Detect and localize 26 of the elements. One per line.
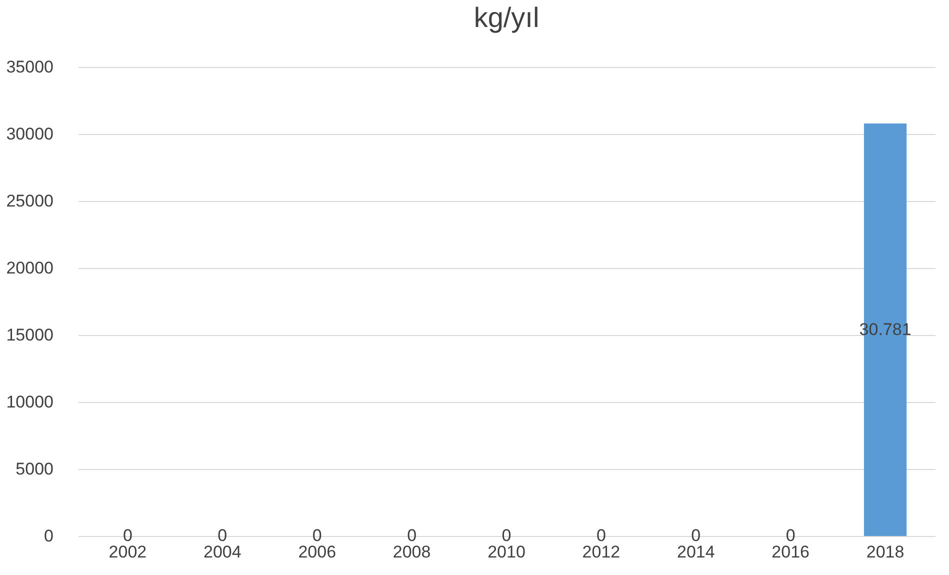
y-tick-label: 5000 bbox=[16, 460, 54, 478]
x-tick-label: 2012 bbox=[582, 542, 620, 562]
x-tick-label: 2006 bbox=[298, 542, 336, 562]
x-tick-label: 2016 bbox=[772, 542, 810, 562]
data-label: 0 bbox=[312, 526, 322, 545]
data-label: 0 bbox=[502, 526, 512, 545]
x-tick-label: 2014 bbox=[676, 542, 715, 562]
x-tick-label: 2010 bbox=[488, 542, 526, 562]
data-label: 0 bbox=[691, 526, 701, 545]
y-tick-label: 10000 bbox=[6, 392, 54, 412]
chart-title: kg/yıl bbox=[474, 2, 540, 33]
data-label: 0 bbox=[218, 526, 228, 545]
y-tick-label: 0 bbox=[44, 526, 54, 546]
y-tick-label: 15000 bbox=[6, 326, 54, 344]
x-tick-label: 2004 bbox=[204, 542, 242, 562]
data-label: 0 bbox=[596, 526, 606, 545]
x-tick-label: 2018 bbox=[866, 542, 904, 562]
data-label: 0 bbox=[786, 526, 796, 545]
data-label: 0 bbox=[407, 526, 417, 545]
y-tick-label: 30000 bbox=[6, 124, 54, 144]
y-tick-label: 35000 bbox=[6, 58, 54, 76]
x-tick-label: 2008 bbox=[392, 542, 431, 562]
x-tick-label: 2002 bbox=[108, 542, 147, 562]
data-label: 0 bbox=[122, 526, 132, 545]
y-tick-label: 20000 bbox=[6, 258, 54, 278]
y-tick-label: 25000 bbox=[6, 192, 54, 210]
